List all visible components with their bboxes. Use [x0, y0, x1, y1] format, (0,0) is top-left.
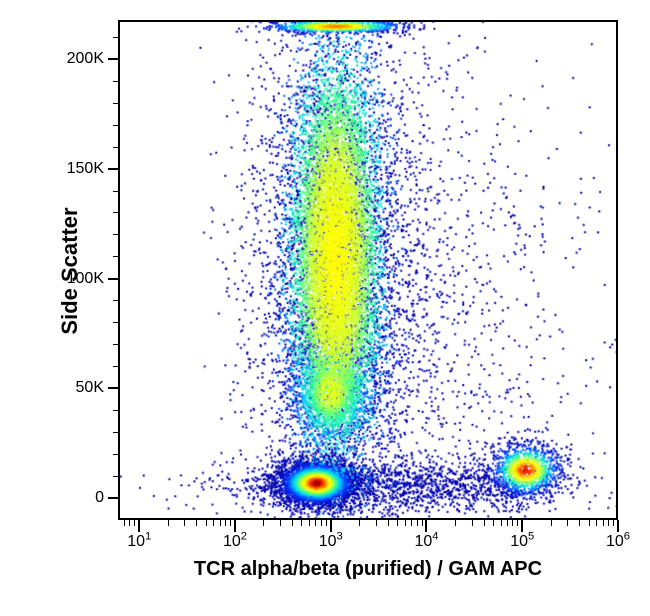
density-scatter-canvas — [120, 22, 616, 518]
y-tick-label: 50K — [76, 380, 104, 396]
x-tick-label: 101 — [119, 534, 159, 550]
figure: Side Scatter TCR alpha/beta (purified) /… — [0, 0, 650, 616]
y-tick-label: 200K — [67, 51, 104, 67]
x-axis-label: TCR alpha/beta (purified) / GAM APC — [118, 558, 618, 581]
y-tick-label: 0 — [95, 490, 104, 506]
x-tick-label: 104 — [406, 534, 446, 550]
x-tick-label: 102 — [215, 534, 255, 550]
y-tick-label: 150K — [67, 161, 104, 177]
y-tick-label: 100K — [67, 271, 104, 287]
x-tick-label: 103 — [311, 534, 351, 550]
x-tick-label: 105 — [502, 534, 542, 550]
plot-area — [118, 20, 618, 520]
x-tick-label: 106 — [598, 534, 638, 550]
